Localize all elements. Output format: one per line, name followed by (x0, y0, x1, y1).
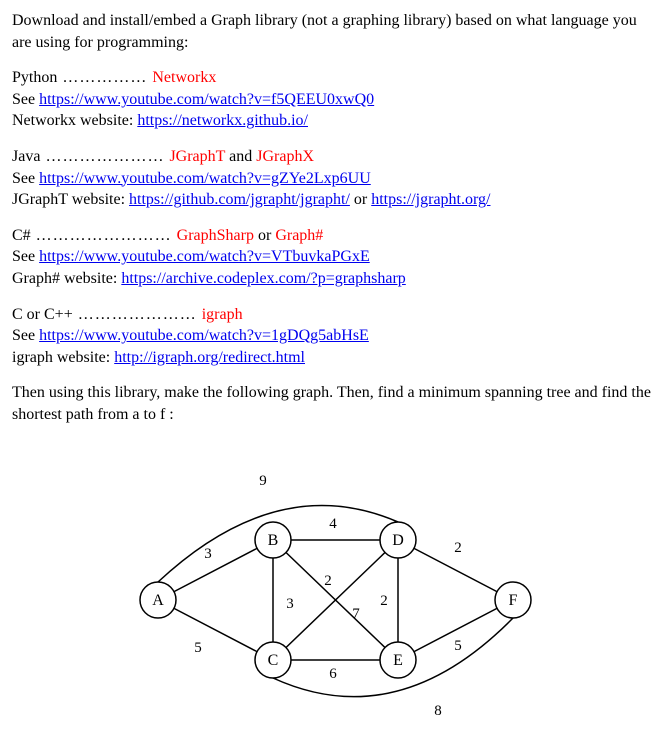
edge-weight: 4 (329, 516, 337, 532)
lang-label: Python (12, 69, 57, 86)
lib-name: JGraphT (169, 148, 225, 165)
edge-weight: 2 (324, 573, 332, 589)
see-label: See (12, 170, 39, 187)
or-label: or (350, 191, 371, 208)
edge-weight: 7 (352, 606, 360, 622)
edge-weight: 6 (329, 666, 337, 682)
site-link[interactable]: https://networkx.github.io/ (137, 112, 308, 129)
graph-node-label: E (393, 652, 403, 669)
video-link[interactable]: https://www.youtube.com/watch?v=VTbuvkaP… (39, 248, 370, 265)
see-label: See (12, 248, 39, 265)
dots: ………………… (40, 148, 169, 165)
site-link[interactable]: https://archive.codeplex.com/?p=graphsha… (121, 270, 405, 287)
edge-weight: 3 (286, 596, 294, 612)
lib-name: GraphSharp (177, 227, 254, 244)
task-text: Then using this library, make the follow… (12, 382, 653, 425)
edge-weight: 2 (380, 593, 388, 609)
edge-weight: 8 (434, 703, 442, 719)
site-label: igraph website: (12, 349, 114, 366)
lang-c: C or C++ ………………… igraph See https://www.… (12, 304, 653, 369)
intro-text: Download and install/embed a Graph libra… (12, 10, 653, 53)
graph-node-label: F (508, 592, 517, 609)
lib-name: Networkx (152, 69, 216, 86)
lib-name-2: JGraphX (256, 148, 314, 165)
graph-node-label: D (392, 532, 404, 549)
dots: …………………… (31, 227, 177, 244)
video-link[interactable]: https://www.youtube.com/watch?v=1gDQg5ab… (39, 327, 369, 344)
lang-python: Python …………… Networkx See https://www.yo… (12, 67, 653, 132)
see-label: See (12, 91, 39, 108)
lang-csharp: C# …………………… GraphSharp or Graph# See htt… (12, 225, 653, 290)
graph-node-label: A (152, 592, 164, 609)
site-link[interactable]: https://github.com/jgrapht/jgrapht/ (129, 191, 350, 208)
graph-edge (158, 540, 273, 600)
edge-weight: 3 (204, 546, 212, 562)
graph-diagram: 3 5 9 3 4 7 2 6 8 2 2 5 A B C D E F (98, 440, 568, 740)
lang-label: Java (12, 148, 40, 165)
edge-weight: 5 (454, 638, 462, 654)
and-label: and (225, 148, 256, 165)
graph-edge (158, 600, 273, 660)
graph-node-label: C (267, 652, 278, 669)
site-link-2[interactable]: https://jgrapht.org/ (371, 191, 490, 208)
edge-weight: 5 (194, 640, 202, 656)
edge-weight: 2 (454, 540, 462, 556)
site-label: JGraphT website: (12, 191, 129, 208)
video-link[interactable]: https://www.youtube.com/watch?v=f5QEEU0x… (39, 91, 374, 108)
or-label: or (254, 227, 275, 244)
lang-label: C# (12, 227, 31, 244)
dots: ………………… (73, 306, 202, 323)
site-link[interactable]: http://igraph.org/redirect.html (114, 349, 305, 366)
video-link[interactable]: https://www.youtube.com/watch?v=gZYe2Lxp… (39, 170, 371, 187)
site-label: Graph# website: (12, 270, 121, 287)
lang-label: C or C++ (12, 306, 73, 323)
lib-name-2: Graph# (275, 227, 323, 244)
see-label: See (12, 327, 39, 344)
lang-java: Java ………………… JGraphT and JGraphX See htt… (12, 146, 653, 211)
edge-weight: 9 (259, 473, 267, 489)
graph-node-label: B (267, 532, 278, 549)
lib-name: igraph (202, 306, 243, 323)
dots: …………… (57, 69, 152, 86)
site-label: Networkx website: (12, 112, 137, 129)
